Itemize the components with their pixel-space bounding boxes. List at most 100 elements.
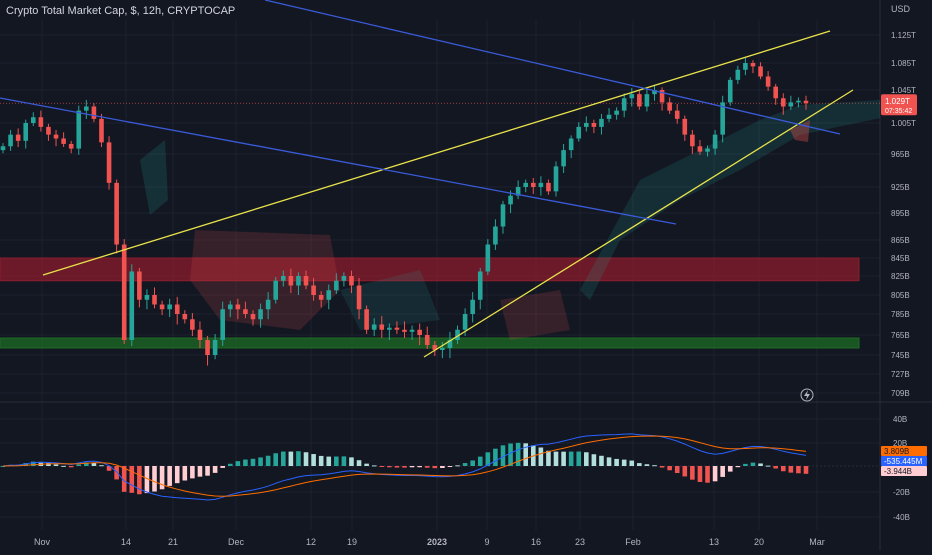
trendline-descending[interactable] (0, 97, 677, 225)
candle-body[interactable] (137, 271, 142, 300)
candles[interactable] (0, 57, 809, 366)
candle-body[interactable] (61, 138, 66, 144)
candle-body[interactable] (303, 276, 309, 286)
candle-body[interactable] (568, 138, 574, 151)
candle-body[interactable] (8, 134, 13, 147)
candle-body[interactable] (144, 295, 150, 300)
candle-body[interactable] (23, 123, 29, 141)
resistance-zone[interactable] (0, 257, 860, 282)
candle-body[interactable] (621, 98, 627, 111)
candle-body[interactable] (311, 285, 316, 296)
candle-body[interactable] (493, 226, 498, 245)
candle-body[interactable] (424, 335, 430, 345)
candle-body[interactable] (705, 148, 710, 152)
candle-body[interactable] (182, 314, 188, 320)
candle-body[interactable] (349, 276, 354, 286)
candle-body[interactable] (584, 123, 589, 127)
candle-body[interactable] (341, 276, 347, 281)
candle-body[interactable] (591, 123, 597, 127)
candle-body[interactable] (174, 304, 180, 315)
candle-body[interactable] (159, 304, 165, 310)
macd-pane[interactable] (0, 433, 880, 501)
candle-body[interactable] (682, 118, 688, 135)
candle-body[interactable] (788, 102, 794, 107)
trendline-descending-2[interactable] (264, 0, 841, 135)
candle-body[interactable] (296, 276, 301, 286)
candle-body[interactable] (712, 134, 718, 149)
candle-body[interactable] (46, 126, 51, 135)
candle-body[interactable] (91, 106, 97, 119)
candle-body[interactable] (152, 295, 157, 305)
candle-body[interactable] (470, 299, 475, 314)
signal-line[interactable] (2, 435, 807, 497)
candle-body[interactable] (515, 187, 521, 196)
candle-body[interactable] (447, 340, 453, 348)
candle-body[interactable] (379, 324, 385, 330)
candle-body[interactable] (106, 142, 112, 183)
candle-body[interactable] (773, 86, 778, 99)
candle-body[interactable] (576, 126, 582, 139)
candle-body[interactable] (803, 100, 809, 104)
candle-body[interactable] (15, 134, 21, 141)
candle-body[interactable] (553, 166, 559, 192)
candle-body[interactable] (364, 309, 369, 330)
trendlines[interactable] (0, 0, 854, 358)
candle-body[interactable] (432, 345, 438, 350)
trendline-wedge-lower[interactable] (423, 89, 854, 358)
candle-body[interactable] (743, 63, 748, 70)
candle-body[interactable] (735, 69, 741, 80)
candle-body[interactable] (387, 327, 392, 330)
candle-body[interactable] (409, 329, 415, 332)
candle-body[interactable] (334, 280, 339, 291)
candle-body[interactable] (546, 182, 551, 192)
candle-body[interactable] (99, 118, 104, 143)
candle-body[interactable] (356, 285, 362, 310)
candle-body[interactable] (485, 244, 491, 272)
candle-body[interactable] (758, 66, 763, 77)
candle-body[interactable] (121, 244, 127, 341)
candle-body[interactable] (614, 110, 619, 115)
candle-body[interactable] (750, 63, 756, 67)
candle-body[interactable] (523, 182, 529, 187)
candle-body[interactable] (197, 329, 203, 340)
candle-body[interactable] (53, 134, 59, 139)
candle-body[interactable] (561, 150, 566, 167)
candle-body[interactable] (190, 319, 195, 330)
candle-body[interactable] (417, 329, 422, 335)
candle-body[interactable] (727, 79, 733, 103)
candle-body[interactable] (599, 118, 604, 127)
candle-body[interactable] (38, 117, 44, 127)
candle-body[interactable] (508, 195, 513, 205)
candle-body[interactable] (76, 110, 82, 149)
candle-body[interactable] (530, 182, 536, 187)
macd-line[interactable] (2, 433, 807, 501)
candle-body[interactable] (500, 204, 506, 227)
candle-body[interactable] (440, 348, 445, 350)
candle-body[interactable] (258, 309, 263, 320)
candle-body[interactable] (129, 271, 135, 341)
candle-body[interactable] (765, 76, 771, 87)
candle-body[interactable] (455, 329, 460, 340)
candle-body[interactable] (796, 100, 801, 103)
candle-body[interactable] (273, 280, 279, 300)
trendline-wedge-upper[interactable] (42, 30, 831, 276)
candle-body[interactable] (697, 146, 703, 152)
candle-body[interactable] (674, 110, 680, 119)
candle-body[interactable] (227, 304, 233, 310)
candle-body[interactable] (659, 90, 665, 103)
candle-body[interactable] (402, 329, 407, 332)
candle-body[interactable] (68, 143, 74, 149)
candle-body[interactable] (606, 114, 612, 119)
candle-body[interactable] (205, 340, 210, 355)
candle-body[interactable] (318, 295, 324, 300)
candle-body[interactable] (84, 106, 89, 111)
candle-body[interactable] (280, 276, 286, 281)
candle-body[interactable] (462, 314, 468, 330)
candle-body[interactable] (288, 276, 294, 286)
candle-body[interactable] (477, 271, 483, 300)
candle-body[interactable] (220, 309, 225, 340)
candle-body[interactable] (644, 94, 650, 107)
candle-body[interactable] (780, 98, 786, 107)
